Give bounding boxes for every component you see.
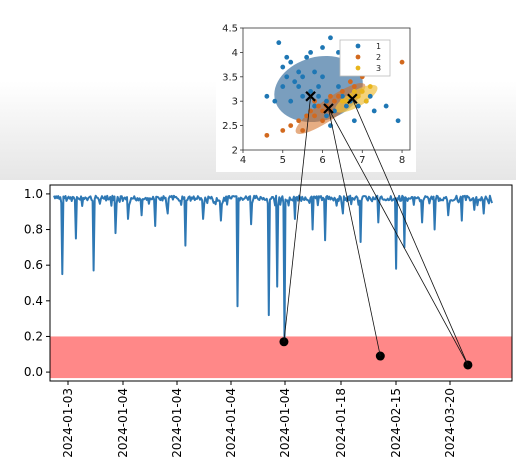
scatter-point-series-1 xyxy=(300,74,306,80)
connector-line xyxy=(328,108,381,357)
legend-marker-1 xyxy=(355,43,361,49)
scatter-point-series-2 xyxy=(320,118,325,124)
scatter-legend-box xyxy=(339,39,391,77)
scatter-point-series-1 xyxy=(284,54,290,60)
scatter-point-series-1 xyxy=(316,84,321,89)
scatter-point-series-3 xyxy=(340,98,345,104)
connector-line xyxy=(351,98,469,366)
legend-label-3: 3 xyxy=(376,64,381,73)
scatter-point-series-2 xyxy=(304,113,310,119)
scatter-point-series-1 xyxy=(324,98,329,104)
scatter-point-series-1 xyxy=(324,113,329,119)
y-tick-label: 0.0 xyxy=(24,365,43,379)
scatter-point-series-3 xyxy=(351,89,357,94)
scatter-point-series-1 xyxy=(351,118,357,124)
timeseries-line xyxy=(53,194,493,343)
legend-marker-3 xyxy=(355,65,361,71)
timeseries-axes-frame xyxy=(49,184,513,382)
scatter-point-series-1 xyxy=(371,108,377,114)
scatter-point-series-1 xyxy=(383,103,389,109)
x-tick-label: 2024-02-15 xyxy=(389,388,403,458)
legend-label-1: 1 xyxy=(376,42,381,51)
scatter-point-series-3 xyxy=(363,98,369,104)
x-tick-label: 2024-01-04 xyxy=(170,388,184,458)
scatter-point-series-1 xyxy=(312,103,317,109)
scatter-x-tick-label: 8 xyxy=(399,155,405,166)
scatter-point-series-1 xyxy=(328,35,333,41)
x-tick-label: 2024-03-20 xyxy=(443,388,457,458)
scatter-point-series-1 xyxy=(343,103,349,109)
scatter-point-series-2 xyxy=(351,84,357,89)
y-tick-label: 0.6 xyxy=(24,258,43,272)
scatter-point-series-1 xyxy=(312,69,317,75)
scatter-point-series-1 xyxy=(367,93,373,99)
scatter-point-series-2 xyxy=(328,93,333,99)
scatter-point-series-3 xyxy=(367,84,373,89)
scatter-point-series-3 xyxy=(359,89,365,94)
scatter-point-series-1 xyxy=(272,98,278,104)
scatter-point-series-2 xyxy=(312,113,317,119)
scatter-point-series-1 xyxy=(300,93,306,99)
legend-marker-2 xyxy=(355,54,361,60)
scatter-point-series-1 xyxy=(264,93,270,99)
scatter-point-series-1 xyxy=(296,69,302,75)
scatter-point-series-2 xyxy=(288,123,294,128)
scatter-point-series-2 xyxy=(316,103,321,109)
x-tick-label: 2024-01-04 xyxy=(278,388,292,458)
scatter-x-tick-label: 4 xyxy=(240,155,246,166)
scatter-point-series-2 xyxy=(296,118,302,124)
scatter-y-tick-label: 2.5 xyxy=(222,121,238,132)
scatter-point-series-1 xyxy=(395,118,401,124)
scatter-point-series-1 xyxy=(320,45,325,50)
y-tick-label: 0.2 xyxy=(24,329,43,343)
scatter-x-tick-label: 6 xyxy=(319,155,325,166)
y-tick-label: 0.4 xyxy=(24,294,43,308)
scatter-y-tick-label: 4.5 xyxy=(222,24,238,35)
scatter-y-tick-label: 3.5 xyxy=(222,72,238,83)
scatter-point-series-1 xyxy=(336,84,341,89)
scatter-point-series-2 xyxy=(399,59,405,65)
y-tick-label: 1.0 xyxy=(24,187,43,201)
scatter-point-series-2 xyxy=(332,98,337,104)
scatter-point-series-1 xyxy=(284,74,290,80)
scatter-point-series-2 xyxy=(340,89,345,94)
legend-label-2: 2 xyxy=(376,53,381,62)
scatter-point-series-2 xyxy=(336,93,341,99)
scatter-point-series-1 xyxy=(308,89,313,94)
scatter-y-tick-label: 2 xyxy=(232,146,238,157)
scatter-y-tick-label: 3 xyxy=(232,97,238,108)
scatter-point-series-2 xyxy=(300,128,306,133)
x-tick-label: 2024-01-18 xyxy=(334,388,348,458)
scatter-y-tick-label: 4 xyxy=(232,48,238,59)
connector-line xyxy=(328,108,469,366)
scatter-point-series-1 xyxy=(308,50,313,55)
scatter-x-tick-label: 5 xyxy=(280,155,286,166)
scatter-point-series-1 xyxy=(296,84,302,89)
x-tick-label: 2024-01-04 xyxy=(224,388,238,458)
scatter-point-series-2 xyxy=(347,79,353,85)
scatter-point-series-1 xyxy=(276,40,282,46)
x-tick-label: 2024-01-03 xyxy=(61,388,75,458)
scatter-x-tick-label: 7 xyxy=(359,155,365,166)
scatter-point-series-1 xyxy=(288,59,294,65)
scatter-point-series-1 xyxy=(316,93,321,99)
y-tick-label: 0.8 xyxy=(24,223,43,237)
scatter-point-series-2 xyxy=(280,128,286,133)
scatter-point-series-1 xyxy=(292,79,298,85)
scatter-point-series-1 xyxy=(280,64,286,70)
x-tick-label: 2024-01-04 xyxy=(116,388,130,458)
scatter-point-series-1 xyxy=(280,84,286,89)
scatter-point-series-1 xyxy=(320,74,325,80)
connector-line xyxy=(283,96,311,342)
scatter-point-series-1 xyxy=(304,54,310,60)
scatter-point-series-1 xyxy=(288,98,294,104)
scatter-point-series-1 xyxy=(355,103,361,109)
scatter-point-series-1 xyxy=(340,93,345,99)
scatter-axes-frame xyxy=(242,27,411,151)
scatter-point-series-2 xyxy=(264,132,270,138)
timeseries-figure-background xyxy=(12,182,512,454)
